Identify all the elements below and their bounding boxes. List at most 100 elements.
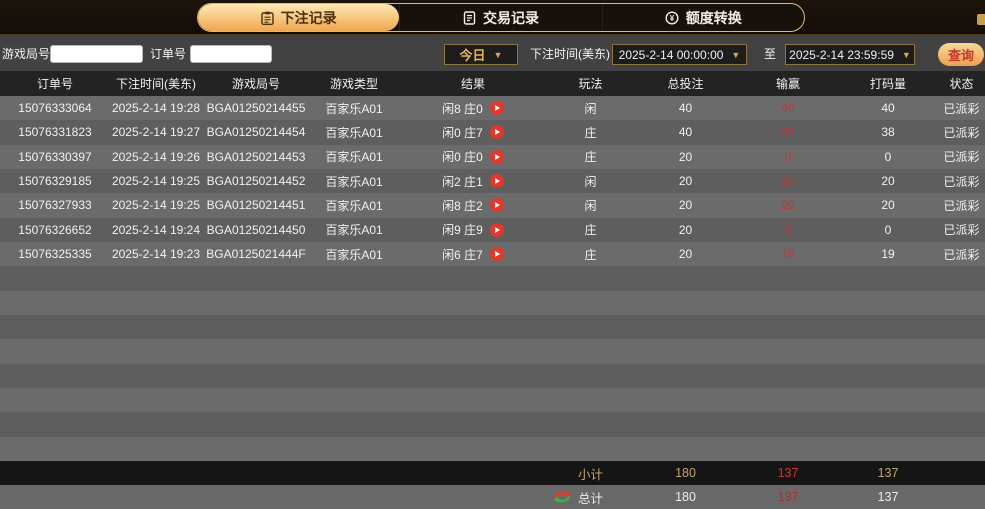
- start-time-value: 2025-2-14 00:00:00: [618, 47, 724, 62]
- date-preset-select[interactable]: 今日 ▼: [444, 44, 518, 65]
- game-round-label: 游戏局号: [2, 47, 51, 61]
- play-video-icon[interactable]: [489, 198, 504, 213]
- result-text: 闲8 庄2: [442, 198, 483, 213]
- total-row: 总计 180 137 137: [0, 485, 985, 509]
- table-row: 15076329185 2025-2-14 19:25 BGA01250214452…: [0, 168, 985, 194]
- result-cell: 闲2 庄1: [398, 169, 548, 193]
- total-win-loss: 137: [777, 490, 799, 504]
- empty-row: [0, 363, 985, 388]
- win-loss-cell: 20: [781, 174, 795, 189]
- total-bet-cell: 40: [678, 125, 693, 140]
- play-type-cell: 庄: [584, 125, 597, 140]
- subtotal-row: 小计 180 137 137: [0, 461, 985, 485]
- game-round-cell: BGA0125021444F: [206, 247, 306, 262]
- order-no-cell: 15076331823: [18, 125, 92, 140]
- empty-row: [0, 387, 985, 413]
- table-row: 15076331823 2025-2-14 19:27 BGA01250214454…: [0, 120, 985, 145]
- win-loss-cell: 40: [781, 101, 795, 116]
- tab-transaction-records[interactable]: 交易记录: [399, 4, 601, 31]
- clipboard-icon: [260, 11, 274, 25]
- play-video-icon[interactable]: [489, 101, 504, 116]
- order-no-label: 订单号: [150, 47, 187, 61]
- result-cell: 闲8 庄0: [398, 96, 548, 120]
- play-video-icon[interactable]: [489, 247, 504, 262]
- play-type-cell: 庄: [584, 150, 597, 165]
- result-cell: 闲6 庄7: [398, 242, 548, 266]
- partial-corner-element: [977, 14, 985, 25]
- column-header: 下注时间(美东): [116, 77, 196, 91]
- subtotal-total-bet: 180: [675, 466, 696, 480]
- refresh-icon[interactable]: [552, 490, 572, 504]
- date-preset-value: 今日: [459, 48, 486, 63]
- game-type-cell: 百家乐A01: [325, 198, 383, 213]
- order-no-cell: 15076329185: [18, 174, 92, 189]
- end-time-value: 2025-2-14 23:59:59: [789, 47, 894, 62]
- chevron-down-icon: ▼: [901, 49, 911, 60]
- win-loss-cell: 20: [781, 198, 795, 213]
- play-type-cell: 闲: [584, 101, 597, 116]
- bet-time-cell: 2025-2-14 19:23: [111, 247, 201, 262]
- subtotal-label: 小计: [577, 467, 603, 482]
- tab-group: 下注记录 交易记录 ¥ 额度转换: [197, 3, 805, 32]
- table-row: 15076325335 2025-2-14 19:23 BGA0125021444F…: [0, 241, 985, 267]
- column-header: 状态: [949, 77, 974, 91]
- empty-row: [0, 314, 985, 340]
- play-type-cell: 庄: [584, 247, 597, 262]
- order-no-input[interactable]: [190, 45, 272, 63]
- order-no-cell: 15076327933: [18, 198, 92, 213]
- tab-quota-transfer[interactable]: ¥ 额度转换: [601, 4, 804, 31]
- play-type-cell: 闲: [584, 198, 597, 213]
- result-cell: 闲8 庄2: [398, 193, 548, 217]
- total-bet-cell: 20: [678, 222, 693, 237]
- status-cell: 已派彩: [943, 125, 980, 140]
- bet-time-label: 下注时间(美东): [530, 47, 610, 61]
- play-video-icon[interactable]: [489, 174, 504, 189]
- column-header: 订单号: [36, 77, 73, 91]
- document-icon: [463, 10, 476, 25]
- play-video-icon[interactable]: [489, 125, 504, 140]
- empty-row: [0, 436, 985, 461]
- game-round-cell: BGA01250214453: [206, 149, 306, 164]
- column-header: 总投注: [667, 77, 704, 91]
- empty-row: [0, 339, 985, 364]
- bet-time-cell: 2025-2-14 19:24: [111, 222, 201, 237]
- bet-time-cell: 2025-2-14 19:27: [111, 125, 201, 140]
- game-type-cell: 百家乐A01: [325, 223, 383, 238]
- total-turnover: 137: [877, 490, 899, 504]
- game-round-cell: BGA01250214455: [206, 101, 306, 116]
- empty-row: [0, 266, 985, 291]
- game-type-cell: 百家乐A01: [325, 174, 383, 189]
- column-header: 游戏类型: [329, 77, 378, 91]
- order-no-cell: 15076333064: [18, 101, 92, 116]
- game-round-input[interactable]: [50, 45, 143, 63]
- search-button[interactable]: 查询: [938, 43, 984, 66]
- top-tab-bar: 下注记录 交易记录 ¥ 额度转换: [0, 0, 985, 34]
- end-time-select[interactable]: 2025-2-14 23:59:59 ▼: [785, 44, 915, 65]
- chevron-down-icon: ▼: [731, 49, 741, 60]
- table-header-row: 订单号 下注时间(美东) 游戏局号 游戏类型 结果 玩法 总投注 输赢 打码量 状态: [0, 71, 985, 96]
- bet-time-cell: 2025-2-14 19:25: [111, 174, 201, 189]
- table-row: 15076333064 2025-2-14 19:28 BGA01250214455…: [0, 96, 985, 121]
- turnover-cell: 40: [881, 101, 895, 116]
- result-text: 闲6 庄7: [442, 247, 483, 262]
- total-bet-cell: 20: [678, 198, 693, 213]
- order-no-cell: 15076326652: [18, 222, 92, 237]
- win-loss-cell: 0: [784, 222, 792, 237]
- game-type-cell: 百家乐A01: [325, 150, 383, 165]
- result-text: 闲8 庄0: [442, 101, 483, 116]
- status-cell: 已派彩: [943, 223, 980, 238]
- play-video-icon[interactable]: [489, 222, 504, 237]
- tab-betting-records[interactable]: 下注记录: [198, 4, 400, 31]
- bet-time-cell: 2025-2-14 19:28: [111, 101, 201, 116]
- result-text: 闲0 庄0: [442, 150, 483, 165]
- total-total-bet: 180: [675, 490, 696, 504]
- play-video-icon[interactable]: [489, 149, 504, 164]
- start-time-select[interactable]: 2025-2-14 00:00:00 ▼: [612, 44, 747, 65]
- empty-row: [0, 290, 985, 315]
- bet-time-cell: 2025-2-14 19:25: [111, 198, 201, 213]
- total-bet-cell: 20: [678, 247, 693, 262]
- svg-text:¥: ¥: [670, 14, 675, 23]
- column-header: 游戏局号: [231, 77, 280, 91]
- status-cell: 已派彩: [943, 198, 980, 213]
- table-body: 15076333064 2025-2-14 19:28 BGA01250214455…: [0, 96, 985, 461]
